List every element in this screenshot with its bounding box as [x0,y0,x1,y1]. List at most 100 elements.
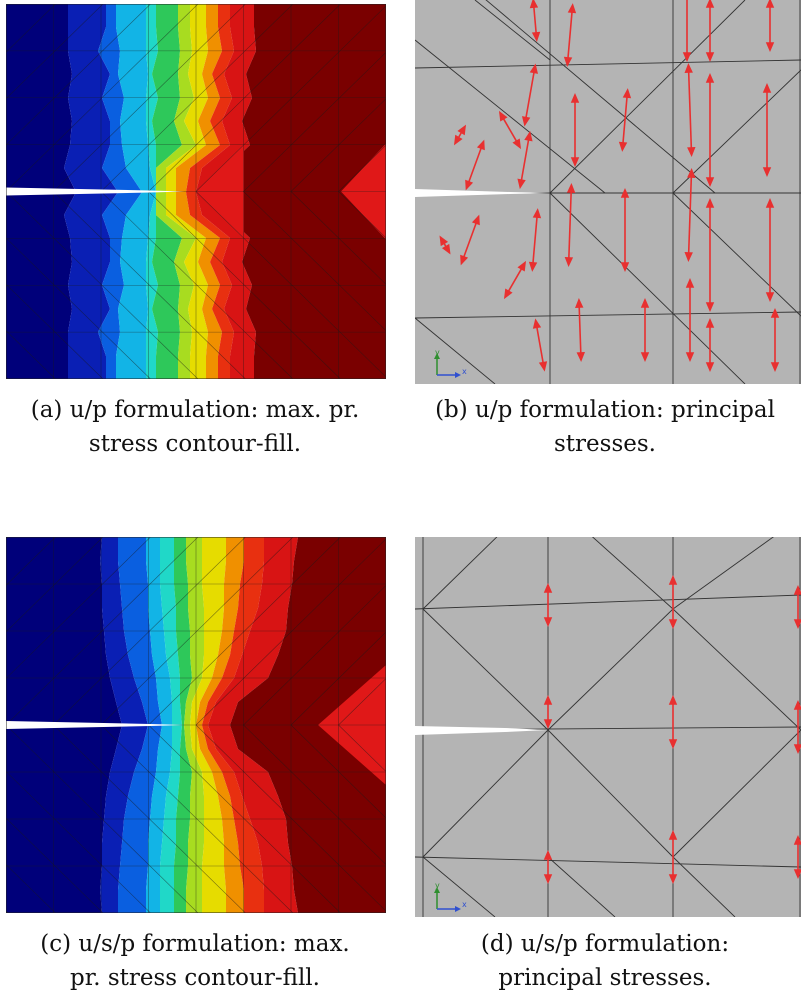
stress-b-arrow-14-shaft [687,169,693,261]
caption-d-line1: (d) u/s/p formulation: [480,931,730,957]
stress-b-arrow-1-head-0 [529,63,539,74]
stress-b-arrow-7 [564,182,576,268]
stress-b-arrow-16-head-1 [705,0,715,8]
contour-a-mesh-diag [243,191,386,332]
stress-d-arrow-2-head-1 [793,584,801,595]
stress-b-arrow-5 [563,3,577,67]
contour-c-mesh-diag [290,724,386,819]
caption-b-line2: stresses. [554,431,656,457]
stress-d-diag-4 [672,537,774,610]
stress-b-arrow-25-head-1 [471,214,480,226]
stress-b-arrow-0 [529,0,541,42]
contour-c-mesh-diag [148,724,341,913]
stress-b-arrow-4-shaft [534,320,546,370]
stress-b-arrow-20-head-1 [765,0,775,8]
stress-b-arrow-15-head-1 [685,277,695,288]
contour-a-mesh-diag [338,191,386,239]
stress-b-arrow-25-head-0 [460,254,469,266]
contour-c-mesh-diag [6,537,199,726]
stress-b-arrow-16-head-0 [705,52,715,63]
caption-a-line1: (a) u/p formulation: max. pr. [30,397,360,423]
stress-d-arrow-3-head-0 [543,719,553,730]
stress-b-arrow-5-head-1 [567,3,577,14]
contour-a-mesh-diag [290,191,386,285]
caption-b-line1: (b) u/p formulation: principal [435,397,775,423]
stress-b-arrow-9-head-1 [622,88,632,99]
panel-b-principal-stresses: y x [415,0,801,384]
stress-b-diag-0 [485,0,716,194]
stress-b-arrow-18-head-1 [705,197,715,208]
stress-b-arrow-3-head-1 [532,208,542,219]
stress-b-diag-2 [549,0,746,194]
stress-b-arrow-11 [640,297,650,363]
contour-a-mesh-diag [243,51,386,192]
stress-b-arrow-18 [705,197,715,313]
stress-b-arrow-24-head-0 [476,139,485,151]
stress-b-arrow-25-shaft [460,216,480,264]
contour-c-mesh-diag [6,724,199,913]
contour-c-mesh-diag [148,537,341,726]
contour-a-mesh-diag [195,5,386,192]
stress-b-arrow-17-head-1 [705,72,715,83]
contour-a-mesh-diag [6,4,56,53]
contour-plot-a [6,4,386,379]
stress-d-axis-y-head [434,887,440,893]
stress-d-arrow-6-head-1 [543,849,553,860]
contour-a-crack [6,187,185,196]
stress-b-arrow-29-head-0 [439,235,449,247]
stress-b-arrow-21 [762,82,772,178]
stress-b-arrow-24-shaft [465,141,485,189]
contour-a-mesh-diag [100,4,294,192]
stress-b-arrow-28 [453,124,467,146]
stress-b-arrow-20 [765,0,775,53]
contour-a-mesh-diag [6,191,199,379]
stress-b-arrow-20-head-0 [765,42,775,53]
stress-d-arrow-8-head-0 [793,869,801,880]
contour-a-mesh-diag [53,191,246,379]
stress-b-arrow-24 [465,139,485,191]
stress-b-arrow-25 [460,214,480,266]
stress-b-arrow-9-head-0 [618,141,628,152]
contour-c-mesh-diag [53,724,246,913]
contour-c-mesh-diag [100,724,294,913]
stress-b-arrow-22-head-0 [765,292,775,303]
stress-d-diag-6 [672,608,801,731]
contour-c-mesh [6,537,386,913]
stress-b-arrow-18-head-0 [705,302,715,313]
panel-a-contour [6,4,386,379]
stress-d-diag-8 [422,729,549,858]
stress-b-mesh [415,0,801,384]
panel-d-principal-stresses: y x [415,537,801,917]
stress-b-arrow-7-head-0 [564,257,574,268]
contour-a-mesh-diag [6,4,199,192]
stress-b-arrow-11-head-1 [640,297,650,308]
contour-a-mesh-diag [195,191,386,378]
contour-a-mesh [6,4,386,379]
axis-label-y-d: y [435,881,440,890]
contour-plot-c [6,537,386,913]
stress-d-hline-2 [415,856,801,868]
stress-d-arrow-3 [543,694,553,730]
contour-a-mesh-diag [148,191,341,379]
contour-c-mesh-diag [338,724,386,772]
stress-b-arrow-6 [570,92,580,168]
stress-b-arrow-19 [705,317,715,373]
stress-b-arrow-13-head-0 [687,147,696,158]
stress-b-arrow-4-head-0 [538,361,548,372]
contour-a-mesh-diag [6,330,56,379]
stress-b-arrow-11-head-0 [640,352,650,363]
stress-b-arrow-8-head-1 [575,297,584,308]
stress-d-arrow-6 [543,849,553,885]
principal-stress-plot-d [415,537,801,917]
stress-b-arrow-4 [532,318,548,372]
stress-b-arrow-10-head-1 [620,187,630,198]
stress-b-diag-5 [672,192,801,317]
contour-a-mesh-diag [6,237,151,379]
contour-c-mesh-diag [6,537,151,679]
stress-b-arrow-5-shaft [566,5,574,65]
stress-d-arrow-5-head-0 [793,744,801,755]
caption-b: (b) u/p formulation: principal stresses. [410,393,800,461]
contour-c-mesh-diag [290,631,386,726]
stress-b-arrow-4-head-1 [532,318,542,329]
stress-d-arrow-8 [793,834,801,880]
